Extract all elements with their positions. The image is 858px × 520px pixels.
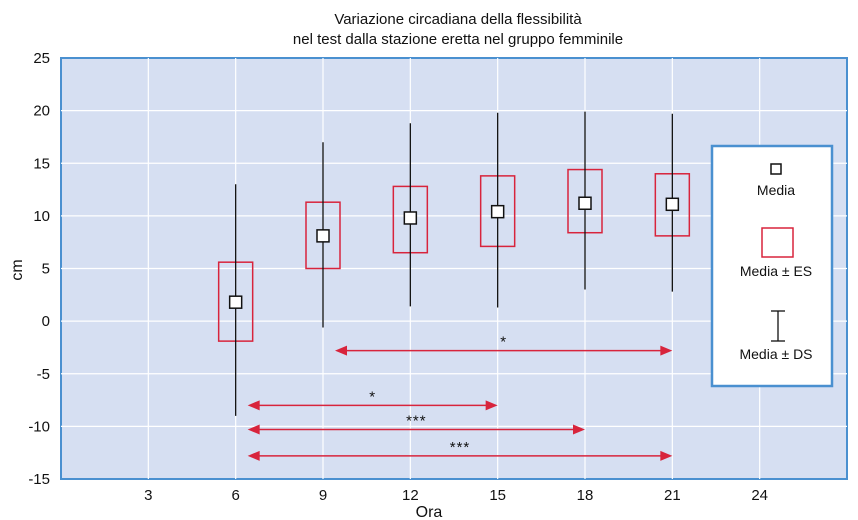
x-tick-label: 6 — [231, 487, 239, 504]
mean-marker — [403, 211, 418, 225]
legend-sd-label: Media ± DS — [739, 346, 812, 362]
x-tick-label: 24 — [751, 487, 768, 504]
arrowhead-left — [247, 424, 260, 435]
arrowhead-right — [573, 424, 585, 435]
y-axis-label: cm — [9, 259, 26, 280]
y-tick-label: 5 — [42, 261, 50, 278]
arrowhead-right — [660, 345, 673, 356]
legend-sd-whisker — [771, 310, 785, 342]
legend-se-label: Media ± ES — [740, 263, 812, 279]
significance-arrows: ******** — [247, 334, 673, 461]
legend-mean-marker — [770, 163, 782, 175]
legend-se-box — [761, 227, 794, 258]
y-tick-label: 20 — [33, 103, 50, 120]
significance-label: * — [369, 388, 376, 405]
chart-title-line2: nel test dalla stazione eretta nel grupp… — [293, 31, 623, 48]
data-marks — [217, 111, 691, 416]
legend-box — [710, 144, 834, 388]
x-tick-label: 12 — [402, 487, 419, 504]
y-tick-label: -15 — [28, 471, 50, 488]
chart-title-line1: Variazione circadiana della flessibilità — [334, 11, 582, 28]
arrowhead-left — [247, 400, 260, 411]
x-axis-label: Ora — [416, 504, 443, 520]
y-tick-labels: -15 -10 -5 0 5 10 15 20 25 — [28, 50, 50, 488]
x-tick-label: 3 — [144, 487, 152, 504]
y-tick-label: 10 — [33, 208, 50, 225]
x-tick-label: 18 — [577, 487, 594, 504]
mean-marker — [316, 229, 330, 243]
arrowhead-left — [335, 345, 347, 356]
legend: Media Media ± ES Media ± DS — [710, 144, 834, 388]
arrowhead-right — [485, 400, 498, 411]
x-tick-label: 9 — [319, 487, 327, 504]
y-tick-label: -10 — [28, 418, 50, 435]
x-tick-label: 15 — [489, 487, 506, 504]
y-tick-label: 25 — [33, 50, 50, 67]
arrowhead-left — [247, 450, 260, 461]
mean-marker — [228, 295, 243, 309]
y-tick-label: 15 — [33, 155, 50, 172]
x-tick-labels: 3 6 9 12 15 18 21 24 — [144, 487, 768, 504]
y-tick-label: 0 — [42, 313, 50, 330]
mean-marker — [578, 196, 592, 210]
mean-marker — [665, 197, 680, 212]
legend-mean-label: Media — [757, 182, 795, 198]
significance-label: *** — [406, 413, 427, 430]
arrowhead-right — [660, 450, 673, 461]
y-tick-label: -5 — [37, 366, 50, 383]
mean-marker — [490, 204, 505, 219]
x-tick-label: 21 — [664, 487, 681, 504]
significance-label: * — [500, 334, 507, 351]
grid — [61, 58, 847, 479]
significance-label: *** — [450, 439, 471, 456]
